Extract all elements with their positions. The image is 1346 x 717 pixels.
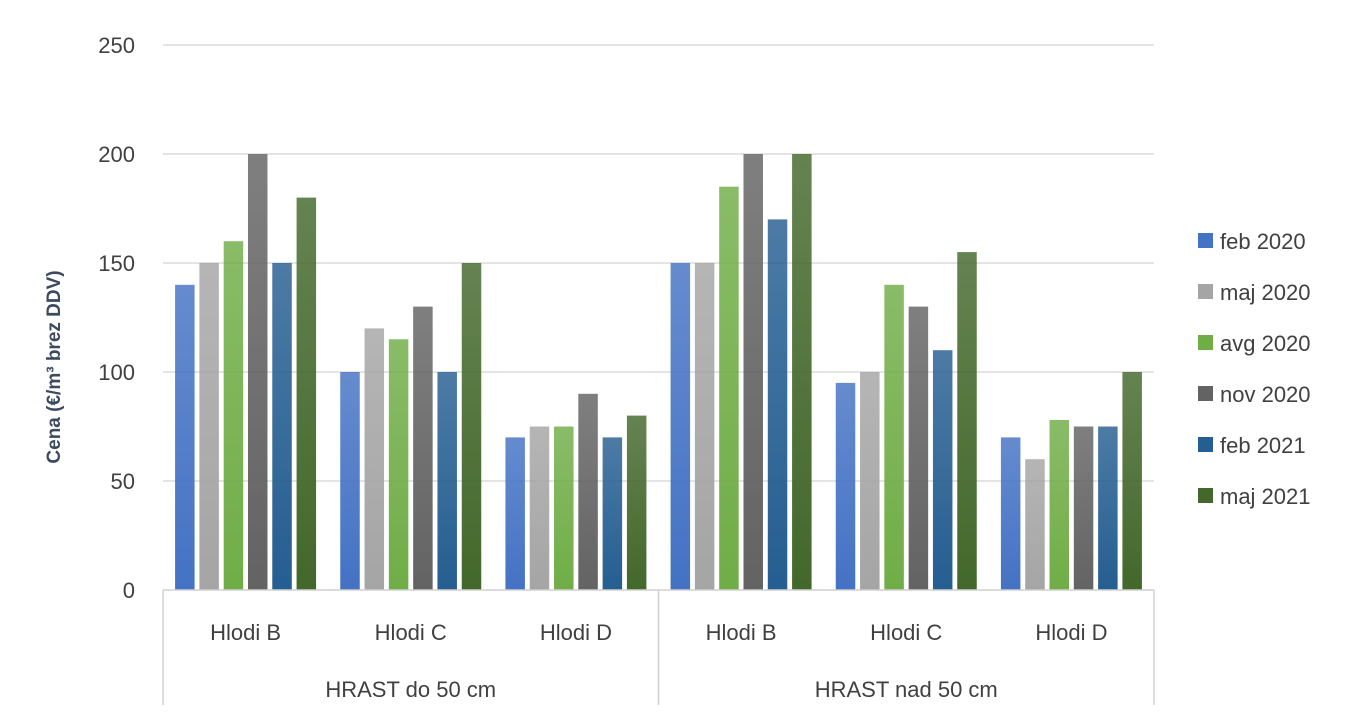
x-category-label: Hlodi D [540,620,612,645]
bar [626,415,647,590]
bar [835,382,856,590]
x-category-label: Hlodi C [870,620,942,645]
bar [670,263,691,590]
bar [199,263,219,590]
bar [578,393,598,590]
axes [162,589,1155,705]
bar [1025,459,1045,590]
x-category-label: Hlodi D [1035,620,1107,645]
bar [957,252,977,590]
y-tick-label: 200 [98,142,135,167]
bar [792,154,812,590]
bar [743,154,763,590]
legend-label: maj 2020 [1220,280,1311,305]
legend-swatch [1198,386,1213,401]
bar [437,372,457,590]
legend-label: maj 2021 [1220,484,1311,509]
bar [388,339,409,590]
bar [175,284,195,590]
bar [364,328,385,590]
bar [908,306,929,590]
gridlines [163,44,1154,482]
bar [1122,372,1142,590]
y-axis-label: Cena (€/m³ brez DDV) [44,270,65,463]
x-category-labels: Hlodi B Hlodi C Hlodi D Hlodi B Hlodi C Hlodi… [210,620,1107,645]
y-tick-label: 100 [98,360,135,385]
x-category-label: Hlodi C [375,620,447,645]
bar [272,263,292,590]
bar [694,263,715,590]
y-tick-label: 50 [111,469,135,494]
y-tick-label: 0 [123,578,135,603]
x-group-label: HRAST do 50 cm [325,677,496,702]
legend-swatch [1198,335,1213,350]
bar [247,154,268,590]
bar [340,372,360,590]
bar [296,197,317,590]
legend-label: feb 2020 [1220,229,1306,254]
x-group-labels: HRAST do 50 cm HRAST nad 50 cm [325,677,997,702]
bar [1073,426,1094,590]
legend-label: nov 2020 [1220,382,1311,407]
legend-label: avg 2020 [1220,331,1311,356]
x-category-label: Hlodi B [706,620,777,645]
bar [884,284,904,590]
bar [413,306,433,590]
bar [1098,426,1118,590]
legend-swatch [1198,233,1213,248]
legend: feb 2020 maj 2020 avg 2020 nov 2020 feb 2021… [1198,229,1311,509]
bar [860,372,880,590]
bars [175,154,1142,590]
legend-swatch [1198,437,1213,452]
y-tick-label: 250 [98,33,135,58]
y-tick-label: 150 [98,251,135,276]
legend-label: feb 2021 [1220,433,1306,458]
bar [719,186,739,590]
legend-swatch [1198,284,1213,299]
bar [602,437,623,590]
legend-swatch [1198,488,1213,503]
bar [461,263,482,590]
bar [932,350,953,590]
x-group-label: HRAST nad 50 cm [815,677,998,702]
x-category-label: Hlodi B [210,620,281,645]
y-tick-labels: 0 50 100 150 200 250 [98,33,135,603]
bar [554,426,574,590]
bar [529,426,550,590]
bar [505,437,525,590]
bar [223,241,244,590]
bar [767,219,788,590]
bar [1000,437,1021,590]
bar [1049,419,1070,590]
